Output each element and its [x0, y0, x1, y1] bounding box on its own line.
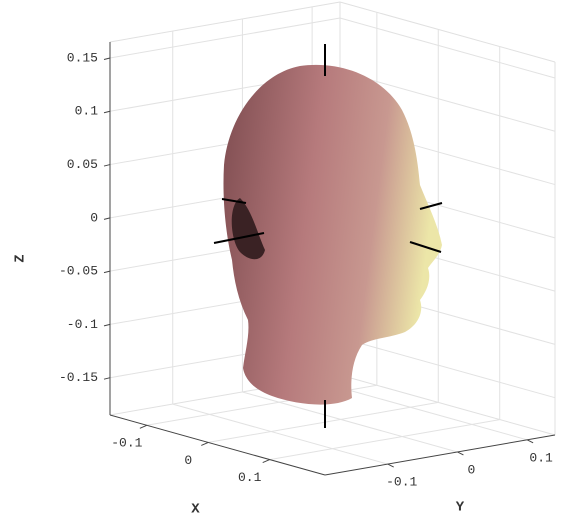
y-tick [387, 463, 394, 468]
z-tick-label: -0.1 [67, 317, 98, 332]
grid-line [172, 403, 388, 465]
box-edge [109, 1, 341, 43]
x-axis-label: X [191, 502, 200, 518]
y-tick [457, 451, 464, 456]
y-axis [324, 434, 556, 476]
z-tick-label: -0.15 [59, 370, 98, 385]
z-tick-label: 0 [90, 210, 98, 225]
y-tick-label: 0 [468, 462, 476, 477]
z-tick [103, 57, 111, 60]
box-edge [339, 374, 556, 436]
x-tick-label: -0.1 [111, 436, 142, 451]
z-tick [103, 164, 111, 167]
y-axis-label: Y [456, 500, 465, 516]
z-tick-label: 0.05 [67, 157, 98, 172]
head [223, 64, 442, 405]
x-tick-label: 0 [184, 453, 192, 468]
grid-line [208, 401, 439, 443]
head-surface [213, 44, 443, 428]
fiducial [409, 241, 442, 253]
x-tick [262, 459, 270, 464]
x-axis [109, 414, 326, 476]
y-tick-label: -0.1 [386, 475, 417, 490]
fiducial [213, 232, 265, 244]
z-tick [103, 270, 111, 274]
x-tick-label: 0.1 [238, 470, 262, 485]
z-tick [103, 377, 111, 380]
grid-line [339, 17, 556, 79]
y-tick-label: 0.1 [529, 450, 553, 465]
z-tick-label: 0.15 [67, 50, 98, 65]
fiducial [419, 202, 443, 210]
grid-line [339, 70, 556, 132]
x-tick [201, 441, 209, 446]
z-tick-label: 0.1 [75, 104, 99, 119]
z-tick [103, 110, 111, 114]
y-tick [526, 439, 534, 444]
z-tick [103, 323, 111, 327]
grid-line [109, 17, 341, 59]
ear [231, 198, 265, 260]
grid-line [339, 337, 556, 399]
z-tick-label: -0.05 [59, 264, 98, 279]
fiducial [221, 198, 247, 204]
box-edge [339, 1, 556, 63]
grid-line [242, 391, 458, 453]
axes: -0.15 -0.1 -0.05 0 0.05 0.1 0.15 -0.1 0 0.1 -0.1 0 0… [13, 42, 556, 518]
z-tick [103, 217, 111, 220]
x-tick [139, 424, 148, 429]
grid-line [269, 419, 500, 461]
z-axis-label: Z [13, 254, 29, 262]
